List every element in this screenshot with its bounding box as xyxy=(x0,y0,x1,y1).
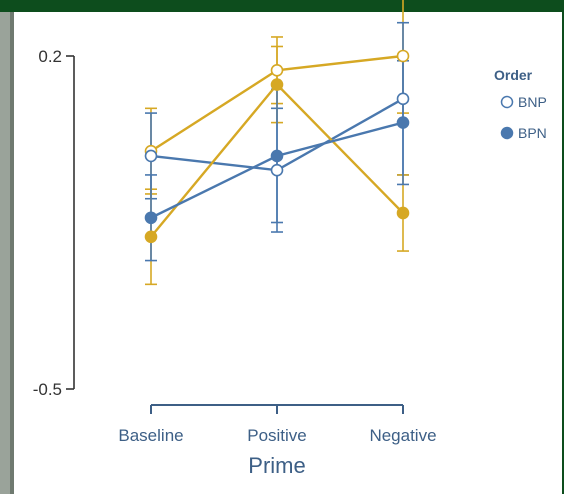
point-bpn-gold-negative xyxy=(396,206,410,220)
chart-marks xyxy=(144,0,410,286)
legend-marker-bpn xyxy=(500,126,514,140)
point-bnp-gold-negative xyxy=(396,49,410,63)
point-bnp-blue-baseline xyxy=(144,149,158,163)
x-tick-label-negative: Negative xyxy=(369,426,436,445)
y-tick-label-bottom: -0.5 xyxy=(33,380,62,399)
point-bpn-gold-positive xyxy=(270,78,284,91)
window-top-border xyxy=(0,0,564,12)
chart-panel xyxy=(14,12,562,494)
x-tick-label-baseline: Baseline xyxy=(118,426,183,445)
point-bpn-blue-negative xyxy=(396,116,410,129)
x-axis: Baseline Positive Negative Prime xyxy=(118,404,437,478)
point-bpn-gold-baseline xyxy=(144,230,158,244)
point-bnp-blue-negative xyxy=(396,92,410,106)
y-axis: 0.2 -0.5 xyxy=(33,47,75,399)
point-bpn-blue-positive xyxy=(270,149,284,163)
x-axis-title: Prime xyxy=(248,453,305,478)
y-tick-label-top: 0.2 xyxy=(38,47,62,66)
legend-title: Order xyxy=(494,67,533,83)
legend: Order BNP BPN xyxy=(494,67,547,141)
legend-label-bnp: BNP xyxy=(518,94,547,110)
legend-label-bpn: BPN xyxy=(518,125,547,141)
window-left-border-inner xyxy=(10,12,14,494)
x-tick-label-positive: Positive xyxy=(247,426,307,445)
point-bnp-gold-positive xyxy=(270,63,284,77)
legend-marker-bnp xyxy=(500,95,514,109)
point-bnp-blue-positive xyxy=(270,163,284,177)
point-bpn-blue-baseline xyxy=(144,211,158,225)
